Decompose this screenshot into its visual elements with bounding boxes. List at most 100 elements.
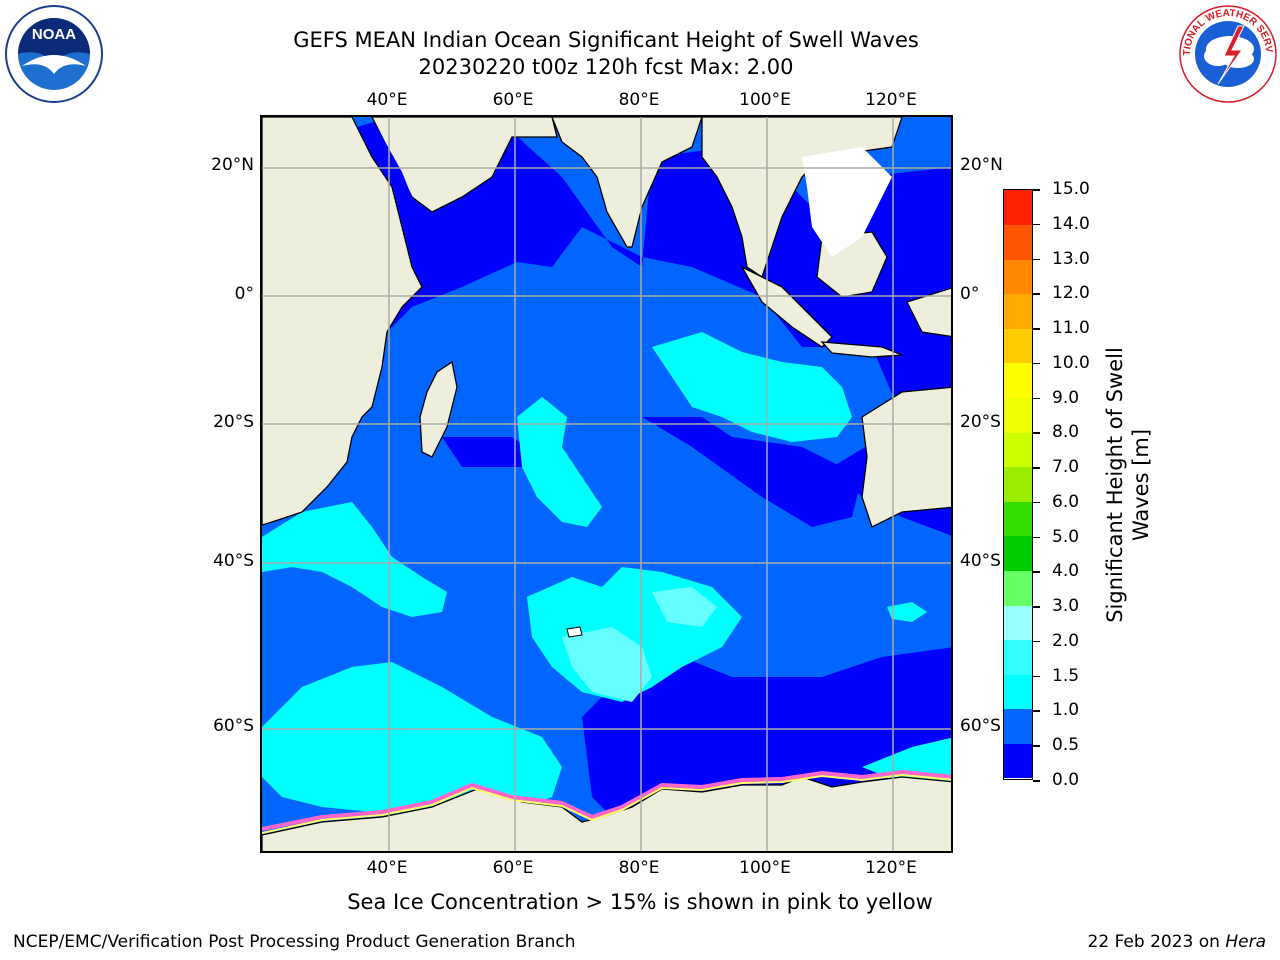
colorbar-tick-label: 10.0 bbox=[1052, 352, 1090, 373]
lon-tick-bottom: 100°E bbox=[739, 858, 791, 878]
ocean-light-e bbox=[262, 662, 562, 817]
right-credit-machine: Hera bbox=[1225, 932, 1266, 952]
colorbar bbox=[1003, 189, 1033, 780]
sea-ice-fringe-inner bbox=[262, 773, 951, 834]
colorbar-tick-label: 8.0 bbox=[1052, 422, 1080, 443]
colorbar-tick-label: 14.0 bbox=[1052, 213, 1090, 234]
colorbar-segment bbox=[1004, 535, 1032, 571]
lat-tick-right: 20°S bbox=[960, 412, 1001, 432]
colorbar-tick-label: 9.0 bbox=[1052, 387, 1080, 408]
colorbar-tick-mark bbox=[1033, 536, 1040, 539]
lon-tick-top: 40°E bbox=[366, 90, 408, 110]
lon-tick-top: 100°E bbox=[739, 90, 791, 110]
colorbar-tick-label: 2.0 bbox=[1052, 630, 1080, 651]
colorbar-segment bbox=[1004, 570, 1032, 606]
colorbar-tick-label: 12.0 bbox=[1052, 283, 1090, 304]
ocean-lightest-a bbox=[562, 627, 652, 702]
colorbar-tick-mark bbox=[1033, 780, 1040, 782]
lat-tick-right: 0° bbox=[960, 284, 980, 304]
colorbar-segment bbox=[1004, 674, 1032, 710]
colorbar-tick-label: 15.0 bbox=[1052, 179, 1090, 199]
colorbar-segment bbox=[1004, 224, 1032, 260]
land-java bbox=[820, 341, 903, 358]
colorbar-tick-mark bbox=[1033, 258, 1040, 261]
swell-height-map bbox=[260, 115, 953, 853]
colorbar-segment bbox=[1004, 190, 1032, 226]
land-india bbox=[551, 117, 703, 248]
colorbar-tick-mark bbox=[1033, 223, 1040, 226]
colorbar-tick-mark bbox=[1033, 640, 1040, 643]
colorbar-segment bbox=[1004, 362, 1032, 399]
sea-ice-note: Sea Ice Concentration > 15% is shown in … bbox=[347, 890, 933, 914]
graticule bbox=[262, 117, 951, 851]
colorbar-segment bbox=[1004, 328, 1032, 364]
lon-tick-top: 80°E bbox=[618, 90, 660, 110]
colorbar-tick-mark bbox=[1033, 745, 1040, 747]
right-credit: 22 Feb 2023 on Hera bbox=[1088, 932, 1266, 952]
lat-tick-right: 20°N bbox=[960, 155, 1003, 175]
lat-tick-left: 20°N bbox=[211, 155, 254, 175]
lat-tick-right: 60°S bbox=[960, 716, 1001, 736]
left-credit: NCEP/EMC/Verification Post Processing Pr… bbox=[13, 932, 576, 952]
colorbar-title-line2: Waves [m] bbox=[1129, 428, 1153, 542]
colorbar-segment bbox=[1004, 293, 1032, 329]
nws-logo: NATIONAL WEATHER SERVICE bbox=[1178, 4, 1277, 103]
lat-tick-right: 40°S bbox=[960, 551, 1001, 571]
ocean-light-b bbox=[517, 397, 602, 527]
ocean-light-g bbox=[887, 602, 927, 622]
colorbar-segment bbox=[1004, 708, 1032, 744]
colorbar-tick-mark bbox=[1033, 501, 1040, 504]
colorbar-tick-mark bbox=[1033, 710, 1040, 712]
lat-tick-left: 0° bbox=[234, 284, 254, 304]
colorbar-tick-mark bbox=[1033, 397, 1040, 400]
land-australia bbox=[861, 386, 951, 528]
ocean-light-a bbox=[652, 332, 852, 442]
colorbar-tick-mark bbox=[1033, 571, 1040, 573]
colorbar-title-line1: Significant Height of Swell bbox=[1103, 347, 1127, 623]
lat-tick-left: 60°S bbox=[213, 716, 254, 736]
colorbar-segment bbox=[1004, 466, 1032, 502]
chart-title: GEFS MEAN Indian Ocean Significant Heigh… bbox=[293, 28, 919, 52]
lon-tick-bottom: 60°E bbox=[492, 858, 534, 878]
sea-ice-fringe bbox=[262, 769, 951, 831]
colorbar-tick-label: 7.0 bbox=[1052, 457, 1080, 478]
red-sea bbox=[357, 122, 412, 202]
colorbar-segment bbox=[1004, 432, 1032, 468]
colorbar-segment bbox=[1004, 501, 1032, 537]
ocean-deep-central bbox=[642, 417, 862, 527]
colorbar-tick-mark bbox=[1033, 467, 1040, 469]
colorbar-tick-label: 5.0 bbox=[1052, 526, 1080, 547]
lon-tick-bottom: 120°E bbox=[865, 858, 917, 878]
colorbar-tick-mark bbox=[1033, 189, 1040, 191]
colorbar-tick-label: 1.5 bbox=[1052, 665, 1080, 686]
land-africa bbox=[262, 117, 423, 526]
colorbar-tick-mark bbox=[1033, 675, 1040, 678]
colorbar-tick-label: 1.0 bbox=[1052, 700, 1080, 721]
colorbar-segment bbox=[1004, 259, 1032, 295]
lon-tick-top: 120°E bbox=[865, 90, 917, 110]
land-kerguelen bbox=[566, 626, 583, 638]
colorbar-segment bbox=[1004, 743, 1032, 779]
colorbar-tick-mark bbox=[1033, 606, 1040, 608]
colorbar-tick-mark bbox=[1033, 293, 1040, 295]
lat-tick-left: 40°S bbox=[213, 551, 254, 571]
map-canvas bbox=[262, 117, 951, 851]
chart-subtitle: 20230220 t00z 120h fcst Max: 2.00 bbox=[418, 55, 794, 79]
land-madagascar bbox=[419, 360, 458, 458]
colorbar-segment bbox=[1004, 605, 1032, 641]
noaa-logo: NOAA bbox=[5, 5, 103, 103]
colorbar-tick-label: 4.0 bbox=[1052, 561, 1080, 582]
lon-tick-bottom: 80°E bbox=[618, 858, 660, 878]
lon-tick-bottom: 40°E bbox=[366, 858, 408, 878]
lat-tick-left: 20°S bbox=[213, 412, 254, 432]
colorbar-tick-label: 6.0 bbox=[1052, 491, 1080, 512]
colorbar-tick-label: 13.0 bbox=[1052, 248, 1090, 269]
colorbar-tick-label: 0.5 bbox=[1052, 735, 1080, 756]
colorbar-tick-label: 11.0 bbox=[1052, 318, 1090, 339]
colorbar-segment bbox=[1004, 639, 1032, 675]
colorbar-tick-label: 0.0 bbox=[1052, 770, 1080, 790]
colorbar-tick-label: 3.0 bbox=[1052, 596, 1080, 617]
land-new-guinea bbox=[906, 287, 951, 338]
colorbar-tick-mark bbox=[1033, 362, 1040, 365]
white-patch-sea bbox=[802, 147, 892, 257]
